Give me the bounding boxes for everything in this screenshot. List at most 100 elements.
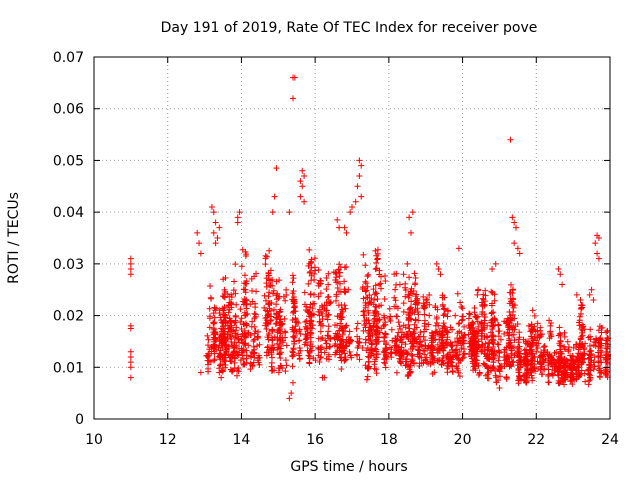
data-point xyxy=(301,172,308,179)
data-point xyxy=(325,298,332,305)
data-point xyxy=(455,360,462,367)
data-point xyxy=(484,365,491,372)
data-point xyxy=(391,271,398,278)
data-point xyxy=(306,269,313,276)
data-point xyxy=(289,349,296,356)
data-point xyxy=(326,344,333,351)
data-point xyxy=(341,264,348,271)
data-point xyxy=(511,315,518,322)
data-point xyxy=(538,370,545,377)
data-point xyxy=(309,343,316,350)
data-point xyxy=(197,369,204,376)
data-point xyxy=(490,322,497,329)
data-point xyxy=(517,373,524,380)
data-point xyxy=(503,344,510,351)
data-point xyxy=(515,336,522,343)
data-point xyxy=(511,240,518,247)
data-point xyxy=(302,319,309,326)
data-point xyxy=(321,302,328,309)
data-point xyxy=(406,325,413,332)
data-point xyxy=(349,203,355,210)
data-point xyxy=(569,360,576,367)
data-point xyxy=(306,353,313,360)
data-point xyxy=(269,328,276,335)
data-point xyxy=(231,330,238,337)
data-point xyxy=(508,350,515,357)
data-point xyxy=(252,327,259,334)
data-point xyxy=(222,361,229,368)
data-point xyxy=(230,344,237,351)
data-point xyxy=(347,209,354,216)
data-point xyxy=(222,322,229,329)
data-point xyxy=(433,346,440,353)
data-point xyxy=(311,255,318,262)
data-point xyxy=(400,300,407,307)
data-point xyxy=(396,281,403,288)
data-point xyxy=(540,344,547,351)
data-point xyxy=(356,356,363,363)
data-point xyxy=(346,328,353,335)
data-point xyxy=(596,323,603,330)
data-point xyxy=(221,358,228,365)
data-point xyxy=(392,297,399,304)
data-point xyxy=(266,289,273,296)
data-point xyxy=(531,312,538,319)
data-point xyxy=(277,306,284,313)
data-point xyxy=(393,337,400,344)
data-point xyxy=(426,291,433,298)
data-point xyxy=(290,296,297,303)
y-tick-label: 0.04 xyxy=(53,205,84,221)
x-tick-label: 22 xyxy=(527,432,545,448)
data-point xyxy=(574,359,581,366)
data-point xyxy=(511,326,518,333)
data-point xyxy=(243,305,250,312)
data-point xyxy=(425,321,432,328)
data-point xyxy=(498,362,505,369)
data-point xyxy=(353,351,360,358)
data-point xyxy=(579,302,586,309)
data-point xyxy=(455,367,462,374)
data-point xyxy=(417,350,424,357)
data-point xyxy=(231,278,238,285)
data-point xyxy=(222,337,229,344)
data-point xyxy=(243,359,250,366)
data-point xyxy=(213,346,220,353)
data-point xyxy=(585,381,592,388)
data-point xyxy=(478,311,485,318)
data-point xyxy=(241,340,248,347)
data-point xyxy=(381,349,388,356)
data-point xyxy=(432,322,439,329)
data-point xyxy=(289,317,296,324)
data-point xyxy=(415,346,422,353)
data-point xyxy=(409,330,416,337)
data-point xyxy=(453,342,460,349)
data-point xyxy=(266,330,273,337)
data-point xyxy=(253,288,260,295)
data-point xyxy=(227,366,234,373)
data-point xyxy=(343,322,350,329)
data-point xyxy=(386,305,393,312)
data-point xyxy=(290,288,297,295)
data-point xyxy=(387,344,394,351)
data-point xyxy=(221,311,228,318)
data-point xyxy=(241,286,248,293)
data-point xyxy=(422,342,429,349)
data-point xyxy=(323,340,330,347)
data-point xyxy=(265,321,272,328)
data-point xyxy=(405,291,412,298)
data-point xyxy=(241,272,248,279)
data-point xyxy=(394,305,401,312)
data-point xyxy=(435,266,442,273)
data-point xyxy=(309,325,316,332)
data-point xyxy=(297,178,304,185)
data-point xyxy=(224,331,231,338)
data-point xyxy=(469,339,476,346)
data-point xyxy=(506,354,513,361)
data-point xyxy=(230,287,237,294)
data-point xyxy=(237,306,244,313)
data-point xyxy=(575,350,582,357)
data-point xyxy=(374,256,381,263)
data-point xyxy=(422,337,429,344)
data-point xyxy=(549,363,556,370)
data-point xyxy=(420,359,427,366)
